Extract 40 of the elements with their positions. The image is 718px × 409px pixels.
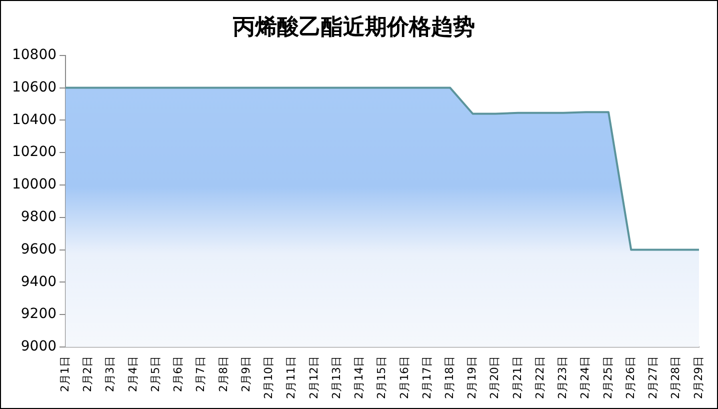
- chart-title: 丙烯酸乙酯近期价格趋势: [232, 14, 475, 40]
- x-tick-label: 2月2日: [81, 356, 94, 392]
- x-tick-label: 2月18日: [443, 356, 456, 400]
- x-tick-label: 2月6日: [172, 356, 185, 392]
- x-tick-label: 2月10日: [262, 356, 276, 400]
- x-tick-label: 2月7日: [194, 356, 208, 392]
- x-tick-label: 2月28日: [669, 356, 682, 400]
- x-tick-label: 2月5日: [148, 356, 162, 392]
- y-tick-label: 9800: [20, 209, 57, 226]
- x-tick-label: 2月4日: [126, 356, 140, 392]
- x-tick-label: 2月20日: [488, 356, 502, 400]
- y-tick-label: 10400: [12, 112, 57, 128]
- x-tick-label: 2月8日: [216, 356, 230, 392]
- x-tick-label: 2月23日: [556, 356, 570, 400]
- y-tick-label: 10200: [12, 144, 57, 160]
- x-tick-label: 2月15日: [375, 356, 388, 400]
- y-tick-label: 9600: [20, 241, 57, 258]
- x-tick-label: 2月12日: [307, 356, 320, 400]
- x-tick-label: 2月14日: [352, 356, 366, 400]
- y-tick-label: 9000: [20, 338, 57, 355]
- x-tick-label: 2月13日: [330, 356, 343, 400]
- x-tick-label: 2月26日: [624, 356, 637, 400]
- x-tick-label: 2月22日: [533, 356, 546, 400]
- x-tick-label: 2月17日: [420, 356, 434, 400]
- x-tick-label: 2月25日: [601, 356, 614, 400]
- x-tick-label: 2月29日: [692, 356, 705, 400]
- x-tick-label: 2月27日: [646, 356, 660, 400]
- x-tick-label: 2月21日: [510, 356, 524, 400]
- x-tick-label: 2月24日: [578, 356, 592, 400]
- x-tick-label: 2月3日: [104, 356, 117, 392]
- y-tick-label: 10600: [12, 79, 57, 96]
- x-tick-label: 2月19日: [466, 356, 479, 400]
- x-tick-label: 2月11日: [284, 356, 298, 400]
- y-tick-label: 9400: [20, 274, 57, 290]
- x-tick-label: 2月9日: [239, 356, 252, 392]
- y-tick-label: 9200: [20, 306, 57, 322]
- y-tick-label: 10800: [12, 47, 57, 64]
- y-tick-label: 10000: [12, 176, 57, 193]
- x-tick-label: 2月16日: [398, 356, 411, 400]
- x-tick-label: 2月1日: [58, 356, 72, 392]
